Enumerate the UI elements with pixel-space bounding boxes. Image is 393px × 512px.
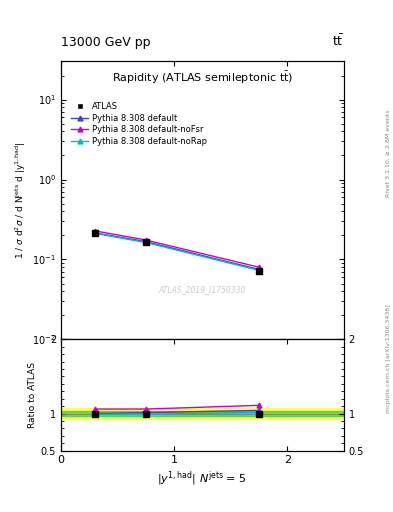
Text: Rivet 3.1.10, ≥ 2.8M events: Rivet 3.1.10, ≥ 2.8M events	[386, 110, 391, 197]
Bar	[61, 411, 344, 416]
Text: Rapidity (ATLAS semileptonic t$\bar{\rm t}$): Rapidity (ATLAS semileptonic t$\bar{\rm …	[112, 70, 293, 86]
Y-axis label: 1 / $\sigma$ d$^2\sigma$ / d N$^{\rm jets}$ d |y$^{1,\rm had}$|: 1 / $\sigma$ d$^2\sigma$ / d N$^{\rm jet…	[14, 142, 28, 259]
Bar	[61, 408, 344, 419]
Y-axis label: Ratio to ATLAS: Ratio to ATLAS	[28, 362, 37, 428]
Text: 13000 GeV pp: 13000 GeV pp	[61, 36, 151, 49]
Text: mcplots.cern.ch [arXiv:1306.3436]: mcplots.cern.ch [arXiv:1306.3436]	[386, 304, 391, 413]
Text: ATLAS_2019_I1750330: ATLAS_2019_I1750330	[159, 285, 246, 294]
Legend: ATLAS, Pythia 8.308 default, Pythia 8.308 default-noFsr, Pythia 8.308 default-no: ATLAS, Pythia 8.308 default, Pythia 8.30…	[68, 99, 210, 149]
X-axis label: $|y^{1,\rm had}|$ $N^{\rm jets}$ = 5: $|y^{1,\rm had}|$ $N^{\rm jets}$ = 5	[158, 470, 247, 488]
Text: t$\bar{\rm t}$: t$\bar{\rm t}$	[332, 33, 344, 49]
